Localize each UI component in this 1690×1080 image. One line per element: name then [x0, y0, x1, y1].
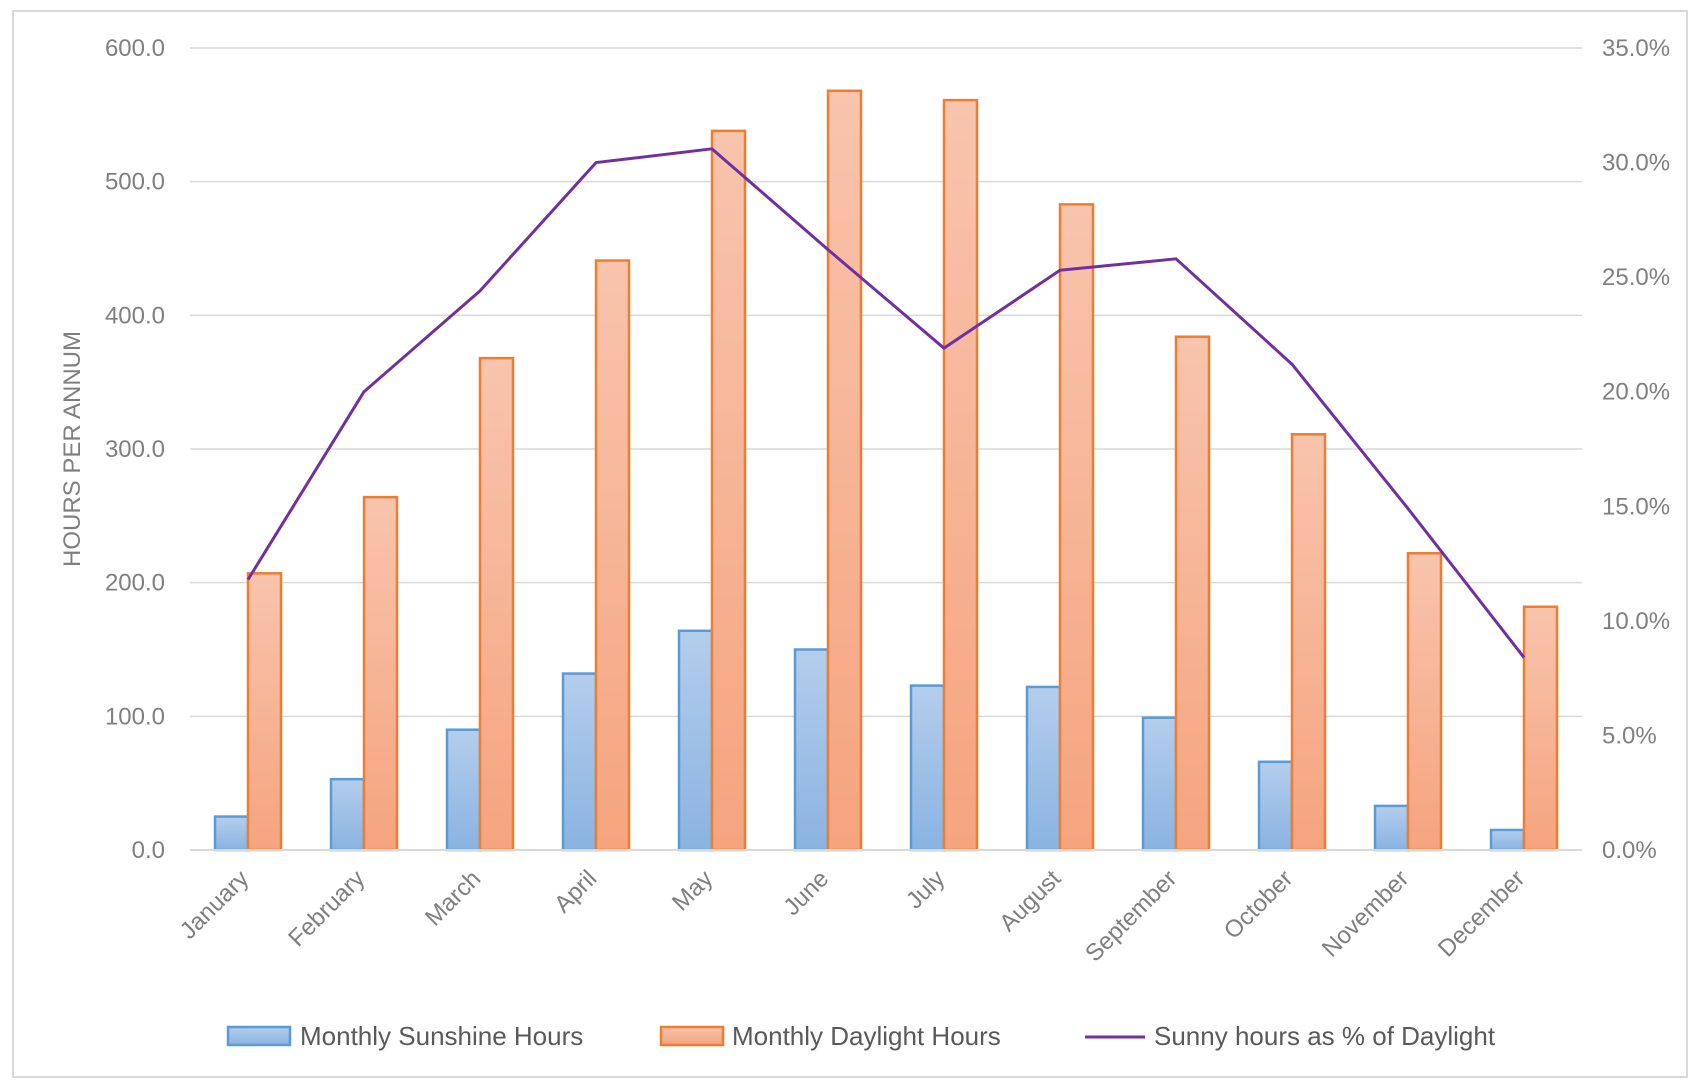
daylight-bar — [1406, 552, 1443, 852]
y2-tick-label: 10.0% — [1602, 608, 1670, 635]
daylight-bar — [478, 356, 515, 852]
x-tick-label: December — [1433, 865, 1530, 962]
legend-swatch-daylight — [659, 1025, 725, 1047]
y-tick-label: 100.0 — [105, 703, 165, 730]
daylight-bar — [594, 259, 631, 852]
sunshine-bar — [445, 728, 482, 852]
y2-tick-label: 5.0% — [1602, 722, 1657, 749]
daylight-bar — [1058, 203, 1095, 852]
legend-label-daylight: Monthly Daylight Hours — [732, 1021, 1001, 1051]
x-tick-label: May — [667, 865, 718, 916]
x-tick-label: March — [420, 865, 486, 931]
y2-tick-label: 0.0% — [1602, 837, 1657, 864]
y-tick-label: 500.0 — [105, 169, 165, 196]
y-tick-label: 0.0 — [132, 837, 165, 864]
y2-tick-label: 15.0% — [1602, 493, 1670, 520]
sunshine-bar — [329, 777, 366, 852]
y-tick-label: 300.0 — [105, 436, 165, 463]
x-tick-label: July — [901, 865, 950, 914]
x-tick-label: April — [549, 865, 602, 918]
x-tick-label: January — [175, 865, 254, 944]
pct-daylight-line — [246, 147, 1526, 659]
y2-tick-label: 30.0% — [1602, 150, 1670, 177]
y-tick-label: 400.0 — [105, 302, 165, 329]
x-tick-label: November — [1317, 865, 1414, 962]
y-tick-label: 600.0 — [105, 35, 165, 62]
sunshine-bar — [909, 684, 946, 852]
x-tick-label: September — [1080, 865, 1182, 967]
sunshine-bar — [1025, 685, 1062, 852]
sunshine-bar — [1373, 804, 1410, 852]
daylight-bar — [942, 98, 979, 852]
x-tick-label: August — [994, 865, 1066, 937]
y-tick-label: 200.0 — [105, 570, 165, 597]
x-tick-label: October — [1219, 865, 1298, 944]
legend-label-sunshine: Monthly Sunshine Hours — [300, 1021, 583, 1051]
legend-swatch-sunshine — [226, 1025, 292, 1047]
x-tick-label: February — [283, 865, 370, 952]
daylight-bar — [246, 572, 283, 852]
y2-tick-label: 20.0% — [1602, 379, 1670, 406]
daylight-bar — [826, 89, 863, 852]
sunshine-bar — [793, 648, 830, 852]
daylight-bar — [710, 129, 747, 852]
x-tick-label: June — [778, 865, 834, 921]
daylight-bar — [1522, 605, 1559, 852]
sunshine-bar — [561, 672, 598, 852]
sunshine-bar — [1489, 828, 1526, 852]
legend-label-pct: Sunny hours as % of Daylight — [1154, 1021, 1496, 1051]
y2-tick-label: 35.0% — [1602, 35, 1670, 62]
sunshine-bar — [213, 815, 250, 852]
sunshine-bar — [1257, 760, 1294, 852]
sunshine-bar — [677, 629, 714, 852]
y2-tick-label: 25.0% — [1602, 264, 1670, 291]
y-axis-title: HOURS PER ANNUM — [59, 331, 86, 567]
daylight-bar — [362, 495, 399, 852]
daylight-bar — [1290, 433, 1327, 852]
daylight-bar — [1174, 335, 1211, 852]
sunshine-bar — [1141, 716, 1178, 852]
